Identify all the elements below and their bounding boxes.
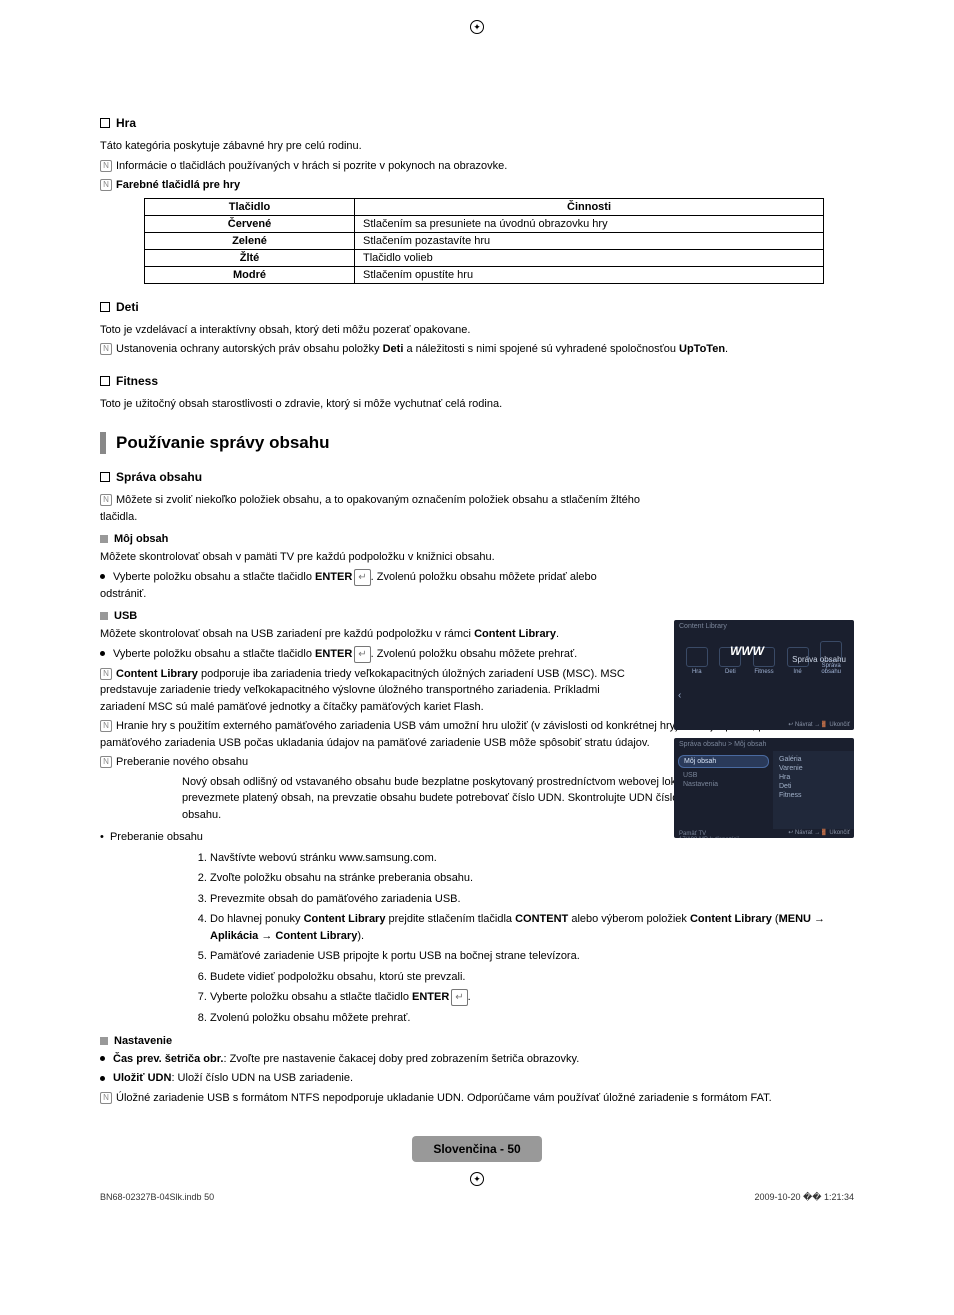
hra-note2: NFarebné tlačidlá pre hry [100,177,854,194]
step-3: Prevezmite obsah do pamäťového zariadeni… [210,891,854,908]
enter-icon: ↵ [354,646,370,663]
step-8: Zvolenú položku obsahu môžete prehrať. [210,1010,854,1027]
footer-meta: BN68-02327B-04Slk.indb 50 2009-10-20 �� … [100,1192,854,1203]
section-fitness-header: Fitness [100,374,854,388]
deti-intro: Toto je vzdelávací a interaktívny obsah,… [100,322,854,339]
registration-mark-bottom [470,1172,484,1186]
row-red-action: Stlačením sa presuniete na úvodnú obrazo… [355,215,824,232]
color-button-table: TlačidloČinnosti ČervenéStlačením sa pre… [144,198,824,284]
section-deti-header: Deti [100,300,854,314]
registration-mark-top [470,20,484,34]
nastavenie-note: NÚložné zariadenie USB s formátom NTFS n… [100,1090,854,1107]
usb-intro: Môžete skontrolovať obsah na USB zariade… [100,626,640,643]
step-1: Navštívte webovú stránku www.samsung.com… [210,850,854,867]
mojobsah-bullet: Vyberte položku obsahu a stlačte tlačidl… [100,569,640,603]
section-hra-header: Hra [100,116,854,130]
footer-left: BN68-02327B-04Slk.indb 50 [100,1192,214,1203]
enter-icon: ↵ [354,569,370,586]
section-hra-title: Hra [116,116,136,130]
hra-intro: Táto kategória poskytuje zábavné hry pre… [100,138,854,155]
hra-note1: NInformácie o tlačidlách používaných v h… [100,158,854,175]
step-5: Pamäťové zariadenie USB pripojte k portu… [210,948,854,965]
main-heading-text: Používanie správy obsahu [116,433,330,453]
footer-right: 2009-10-20 �� 1:21:34 [754,1192,854,1203]
shot1-breadcrumb: Content Library [674,620,854,633]
preview-screenshot-2: Správa obsahu > Môj obsah Môj obsah USB … [674,738,854,838]
shot1-footer: ↩ Návrat →🚪 Ukončiť [788,721,850,728]
shot2-left-usb: USB [678,771,769,780]
shot2-left-selected: Môj obsah [678,755,769,768]
row-red-label: Červené [145,215,355,232]
row-green-label: Zelené [145,232,355,249]
nastavenie-b2: Uložiť UDN: Uloží číslo UDN na USB zaria… [100,1070,854,1087]
sprava-note-text: Môžete si zvoliť niekoľko položiek obsah… [100,494,640,523]
usb-bullet: Vyberte položku obsahu a stlačte tlačidl… [100,646,640,663]
hra-note2-text: Farebné tlačidlá pre hry [116,179,240,191]
shot2-r-fitness: Fitness [777,791,850,800]
shot1-arrow-left-icon: ‹ [678,690,681,701]
row-blue-label: Modré [145,266,355,283]
shot2-r-deti: Deti [777,782,850,791]
subhead-mojobsah: Môj obsah [100,533,854,545]
step-7: Vyberte položku obsahu a stlačte tlačidl… [210,989,854,1006]
fitness-intro: Toto je užitočný obsah starostlivosti o … [100,396,854,413]
th-action: Činnosti [355,198,824,215]
row-yellow-action: Tlačidlo volieb [355,249,824,266]
shot1-title: Správa obsahu [792,655,846,664]
hra-note1-text: Informácie o tlačidlách používaných v hr… [116,160,507,172]
shot2-r-hra: Hra [777,773,850,782]
th-button: Tlačidlo [145,198,355,215]
step-4: Do hlavnej ponuky Content Library prejdi… [210,911,854,944]
nastavenie-b1: Čas prev. šetriča obr.: Zvoľte pre nasta… [100,1051,854,1068]
shot1-www-icon: WWW [730,644,764,658]
step-6: Budete vidieť podpoložku obsahu, ktorú s… [210,969,854,986]
main-heading: Používanie správy obsahu [100,432,854,454]
row-yellow-label: Žlté [145,249,355,266]
section-fitness-title: Fitness [116,374,158,388]
sprava-note: NMôžete si zvoliť niekoľko položiek obsa… [100,492,640,525]
row-green-action: Stlačením pozastavíte hru [355,232,824,249]
preview-screenshot-1: Content Library WWW Správa obsahu ‹ Hra … [674,620,854,730]
section-sprava-title: Správa obsahu [116,470,202,484]
download-steps: Navštívte webovú stránku www.samsung.com… [210,850,854,1027]
usb-note1: NContent Library podporuje iba zariadeni… [100,666,640,716]
deti-note: NUstanovenia ochrany autorských práv obs… [100,341,854,358]
section-deti-title: Deti [116,300,139,314]
shot2-left-settings: Nastavenia [678,780,769,789]
step-2: Zvoľte položku obsahu na stránke prebera… [210,870,854,887]
shot2-footer: ↩ Návrat →🚪 Ukončiť [788,829,850,836]
mojobsah-intro: Môžete skontrolovať obsah v pamäti TV pr… [100,549,640,566]
enter-icon: ↵ [451,989,467,1006]
shot2-r-galeria: Galéria [777,755,850,764]
shot2-breadcrumb: Správa obsahu > Môj obsah [674,738,854,751]
row-blue-action: Stlačením opustíte hru [355,266,824,283]
shot1-icon-hra: Hra [686,647,708,675]
shot2-r-varenie: Varenie [777,764,850,773]
section-sprava-header: Správa obsahu [100,470,854,484]
page-footer-badge: Slovenčina - 50 [412,1136,542,1162]
subhead-nastavenie: Nastavenie [100,1035,854,1047]
